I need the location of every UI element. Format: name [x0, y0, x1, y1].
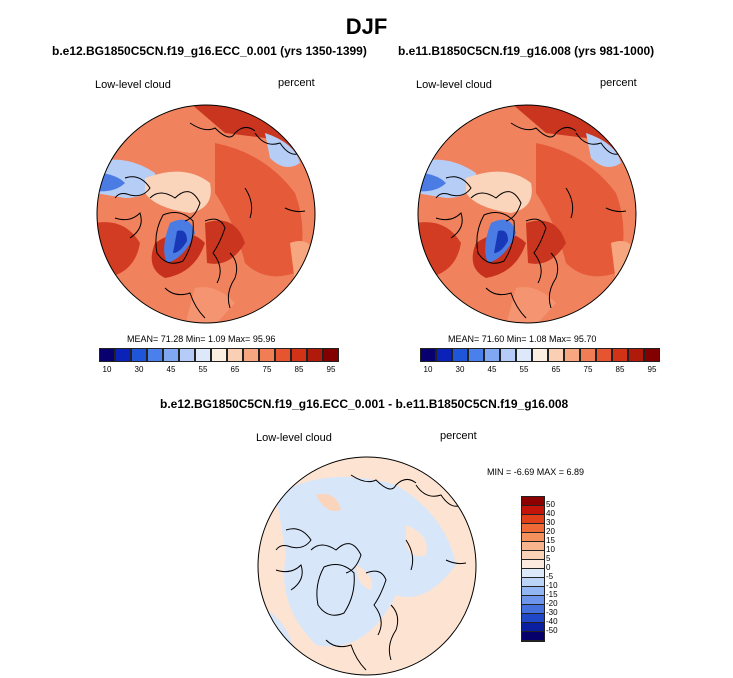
- colorbar-swatch: [484, 348, 500, 362]
- diff-polar-map: [257, 456, 477, 676]
- colorbar-swatch: [522, 623, 544, 632]
- colorbar-swatch: [522, 551, 544, 560]
- colorbar-tick-label: 20: [546, 527, 555, 536]
- colorbar-tick-label: 55: [519, 365, 529, 374]
- colorbar-swatch: [522, 578, 544, 587]
- panel2-colorbar: [420, 348, 660, 362]
- colorbar-tick-label: 45: [166, 365, 176, 374]
- colorbar-swatch: [179, 348, 195, 362]
- colorbar-swatch: [522, 605, 544, 614]
- colorbar-swatch: [522, 614, 544, 623]
- colorbar-swatch: [628, 348, 644, 362]
- diff-title: b.e12.BG1850C5CN.f19_g16.ECC_0.001 - b.e…: [160, 397, 569, 411]
- colorbar-swatch: [468, 348, 484, 362]
- colorbar-tick-label: 10: [102, 365, 112, 374]
- colorbar-tick-label: 65: [230, 365, 240, 374]
- colorbar-swatch: [516, 348, 532, 362]
- colorbar-swatch: [99, 348, 115, 362]
- diff-stats: MIN = -6.69 MAX = 6.89: [487, 467, 585, 477]
- colorbar-swatch: [548, 348, 564, 362]
- colorbar-swatch: [522, 596, 544, 605]
- colorbar-tick-label: 10: [546, 545, 555, 554]
- colorbar-swatch: [522, 569, 544, 578]
- colorbar-swatch: [532, 348, 548, 362]
- colorbar-swatch: [243, 348, 259, 362]
- colorbar-tick-label: 30: [455, 365, 465, 374]
- colorbar-swatch: [211, 348, 227, 362]
- colorbar-tick-label: 0: [546, 563, 551, 572]
- colorbar-swatch: [522, 560, 544, 569]
- colorbar-tick-label: 95: [326, 365, 336, 374]
- colorbar-swatch: [522, 515, 544, 524]
- colorbar-tick-label: 95: [647, 365, 657, 374]
- colorbar-tick-label: 30: [134, 365, 144, 374]
- diff-units-label: percent: [440, 430, 477, 442]
- colorbar-swatch: [522, 533, 544, 542]
- colorbar-swatch: [436, 348, 452, 362]
- colorbar-tick-label: -10: [546, 581, 558, 590]
- panel1-units-label: percent: [278, 77, 315, 89]
- colorbar-swatch: [522, 506, 544, 515]
- panel2-units-label: percent: [600, 77, 637, 89]
- colorbar-swatch: [522, 542, 544, 551]
- colorbar-swatch: [522, 524, 544, 533]
- colorbar-tick-label: 85: [294, 365, 304, 374]
- panel1-case-title: b.e12.BG1850C5CN.f19_g16.ECC_0.001 (yrs …: [52, 44, 367, 58]
- colorbar-tick-label: 85: [615, 365, 625, 374]
- colorbar-tick-label: 30: [546, 518, 555, 527]
- colorbar-tick-label: 40: [546, 509, 555, 518]
- diff-variable-label: Low-level cloud: [256, 432, 332, 444]
- panel1-colorbar-ticks: 10 30 45 55 65 75 85 95: [99, 365, 339, 377]
- colorbar-swatch: [323, 348, 339, 362]
- colorbar-tick-label: 45: [487, 365, 497, 374]
- colorbar-tick-label: -5: [546, 572, 554, 581]
- panel2-polar-map: [417, 104, 637, 324]
- panel1-variable-label: Low-level cloud: [95, 79, 171, 91]
- page-title: DJF: [345, 14, 388, 39]
- colorbar-swatch: [644, 348, 660, 362]
- panel2-case-title: b.e11.B1850C5CN.f19_g16.008 (yrs 981-100…: [398, 44, 655, 58]
- colorbar-swatch: [420, 348, 436, 362]
- colorbar-tick-label: 5: [546, 554, 551, 563]
- colorbar-swatch: [115, 348, 131, 362]
- colorbar-swatch: [612, 348, 628, 362]
- colorbar-tick-label: 65: [551, 365, 561, 374]
- colorbar-swatch: [596, 348, 612, 362]
- colorbar-swatch: [522, 632, 544, 641]
- colorbar-swatch: [522, 587, 544, 596]
- colorbar-tick-label: 55: [198, 365, 208, 374]
- colorbar-swatch: [307, 348, 323, 362]
- colorbar-tick-label: 75: [583, 365, 593, 374]
- colorbar-swatch: [147, 348, 163, 362]
- colorbar-swatch: [522, 497, 544, 506]
- colorbar-tick-label: 10: [423, 365, 433, 374]
- colorbar-swatch: [291, 348, 307, 362]
- colorbar-swatch: [163, 348, 179, 362]
- colorbar-swatch: [275, 348, 291, 362]
- colorbar-swatch: [564, 348, 580, 362]
- colorbar-tick-label: 75: [262, 365, 272, 374]
- panel1-polar-map: [96, 104, 316, 324]
- colorbar-tick-label: -15: [546, 590, 558, 599]
- colorbar-swatch: [195, 348, 211, 362]
- colorbar-tick-label: 15: [546, 536, 555, 545]
- panel2-variable-label: Low-level cloud: [416, 79, 492, 91]
- colorbar-swatch: [227, 348, 243, 362]
- panel1-stats: MEAN= 71.28 Min= 1.09 Max= 95.96: [127, 334, 276, 344]
- colorbar-swatch: [131, 348, 147, 362]
- colorbar-tick-label: -40: [546, 617, 558, 626]
- panel1-colorbar: [99, 348, 339, 362]
- diff-colorbar-ticks: 50 40 30 20 15 10 5 0 -5 -10 -15 -20 -30 -40 -50: [546, 496, 586, 656]
- colorbar-tick-label: -30: [546, 608, 558, 617]
- panel2-stats: MEAN= 71.60 Min= 1.08 Max= 95.70: [448, 334, 597, 344]
- colorbar-swatch: [580, 348, 596, 362]
- colorbar-swatch: [500, 348, 516, 362]
- colorbar-tick-label: -50: [546, 626, 558, 635]
- colorbar-swatch: [259, 348, 275, 362]
- panel2-colorbar-ticks: 10 30 45 55 65 75 85 95: [420, 365, 660, 377]
- colorbar-tick-label: -20: [546, 599, 558, 608]
- diff-colorbar: [521, 496, 545, 642]
- colorbar-tick-label: 50: [546, 500, 555, 509]
- colorbar-swatch: [452, 348, 468, 362]
